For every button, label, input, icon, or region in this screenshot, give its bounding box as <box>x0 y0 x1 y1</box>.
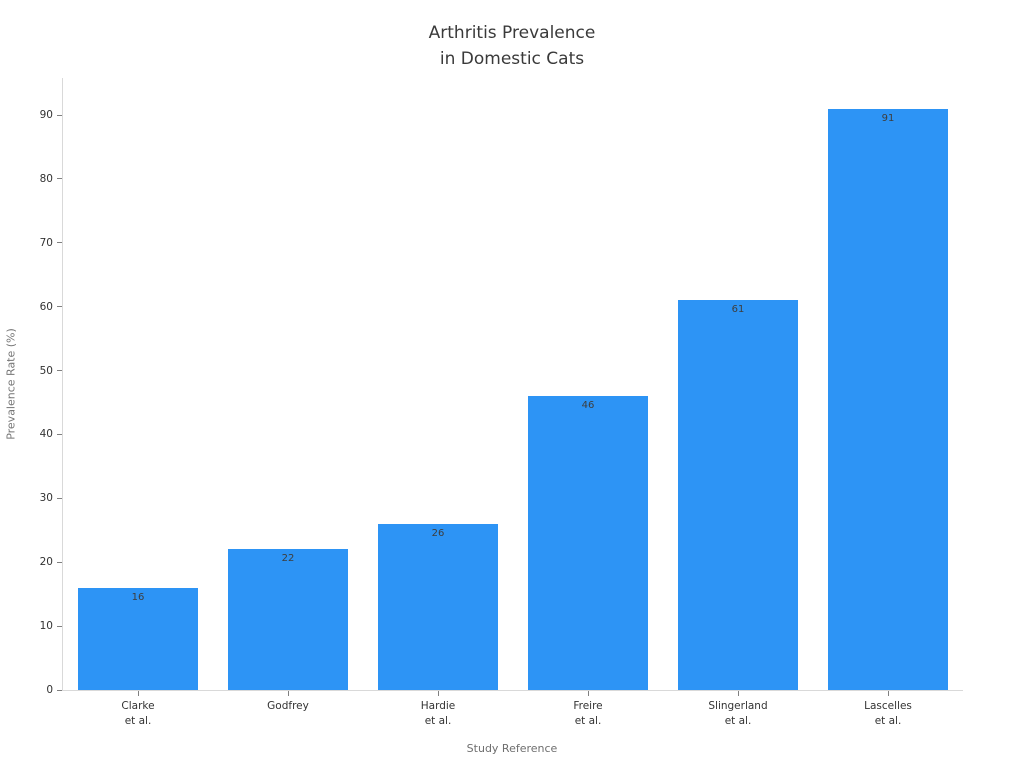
plot-area: 0 10 20 30 40 50 60 70 80 90 16 Clarke et al. 22 Godf… <box>40 78 963 727</box>
bar-value-label: 46 <box>581 400 595 412</box>
x-tick-mark <box>438 691 439 696</box>
y-tick-mark <box>57 370 62 372</box>
chart-title: Arthritis Prevalence in Domestic Cats <box>428 23 596 69</box>
y-tick-label: 80 <box>39 172 53 185</box>
bar-value-label: 16 <box>131 591 145 603</box>
x-tick-label: Freire et al. <box>573 700 603 727</box>
x-tick-mark <box>738 691 739 696</box>
bar-value-label: 22 <box>281 553 295 565</box>
x-axis-title: Study Reference <box>466 742 558 755</box>
x-tick-mark <box>288 691 289 696</box>
y-tick-label: 60 <box>39 300 53 313</box>
y-tick-label: 30 <box>39 492 53 505</box>
bar-value-label: 61 <box>731 304 745 316</box>
y-tick-mark <box>57 178 62 180</box>
bar: 22 <box>228 549 348 690</box>
bar: 61 <box>678 300 798 690</box>
x-tick-label: Godfrey <box>267 700 309 712</box>
y-tick-label: 70 <box>39 236 53 249</box>
y-tick-label: 40 <box>39 428 53 441</box>
x-tick-mark <box>588 691 589 696</box>
x-tick-label: Clarke et al. <box>121 700 155 727</box>
x-tick-label: Hardie et al. <box>420 700 456 727</box>
y-tick-mark <box>57 306 62 308</box>
y-tick-label: 0 <box>46 684 53 696</box>
y-tick-mark <box>57 689 62 691</box>
y-tick-mark <box>57 114 62 116</box>
y-tick-mark <box>57 242 62 244</box>
y-tick-mark <box>57 433 62 435</box>
y-tick-label: 50 <box>39 364 53 377</box>
bar: 26 <box>378 523 498 690</box>
x-tick-mark <box>138 691 139 696</box>
x-tick-label: Slingerland et al. <box>708 700 768 727</box>
bar: 91 <box>828 108 948 690</box>
bar-value-label: 26 <box>431 527 445 539</box>
bar: 46 <box>528 396 648 690</box>
y-tick-label: 90 <box>39 109 53 122</box>
bar: 16 <box>78 587 198 690</box>
y-tick-label: 10 <box>39 620 53 633</box>
y-tick-mark <box>57 561 62 563</box>
y-axis-title: Prevalence Rate (%) <box>4 328 18 440</box>
bar-value-label: 91 <box>881 112 895 124</box>
y-tick-mark <box>57 497 62 499</box>
y-tick-label: 20 <box>39 556 53 569</box>
y-tick-mark <box>57 625 62 627</box>
x-tick-label: Lascelles et al. <box>864 700 912 727</box>
x-tick-mark <box>888 691 889 696</box>
